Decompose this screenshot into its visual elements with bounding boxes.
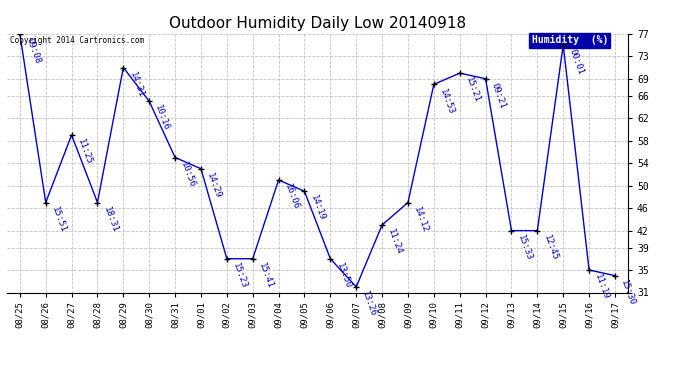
Text: 14:31: 14:31 [128,70,145,99]
Text: 12:45: 12:45 [542,233,559,262]
Text: 16:06: 16:06 [283,183,300,211]
Text: 13:26: 13:26 [360,290,378,318]
Text: Humidity  (%): Humidity (%) [531,35,608,45]
Text: 09:21: 09:21 [490,81,507,110]
Text: 15:51: 15:51 [50,205,68,234]
Text: 11:25: 11:25 [76,138,93,166]
Text: 15:33: 15:33 [515,233,533,262]
Text: 11:19: 11:19 [593,273,611,301]
Text: 11:24: 11:24 [386,228,404,256]
Text: 10:16: 10:16 [153,104,171,132]
Text: 14:19: 14:19 [308,194,326,222]
Text: 15:21: 15:21 [464,76,482,104]
Text: 18:31: 18:31 [101,205,119,234]
Text: 14:12: 14:12 [412,205,430,234]
Text: 00:01: 00:01 [567,48,585,76]
Text: 14:29: 14:29 [205,171,223,200]
Text: 14:53: 14:53 [438,87,455,116]
Title: Outdoor Humidity Daily Low 20140918: Outdoor Humidity Daily Low 20140918 [169,16,466,31]
Text: 15:30: 15:30 [619,278,637,307]
Text: Copyright 2014 Cartronics.com: Copyright 2014 Cartronics.com [10,36,144,45]
Text: 15:23: 15:23 [231,261,248,290]
Text: 10:56: 10:56 [179,160,197,189]
Text: 13:50: 13:50 [335,261,352,290]
Text: 15:41: 15:41 [257,261,275,290]
Text: 09:08: 09:08 [24,36,41,65]
